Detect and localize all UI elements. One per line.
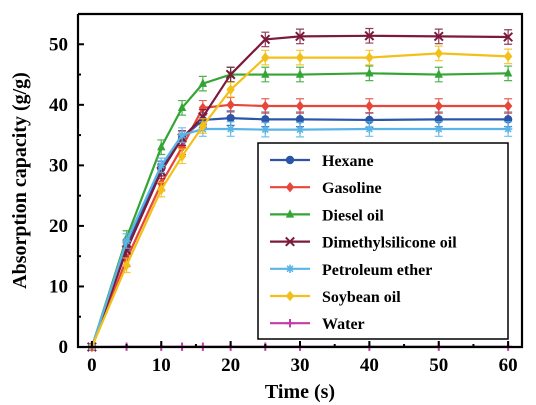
data-point <box>197 112 208 122</box>
y-tick-label: 10 <box>49 276 68 297</box>
x-tick-label: 0 <box>87 355 97 376</box>
data-point <box>434 69 443 78</box>
data-point <box>198 102 208 114</box>
data-point <box>260 34 271 45</box>
data-point <box>261 125 270 134</box>
data-point <box>261 115 270 124</box>
data-point <box>434 124 443 134</box>
data-point <box>177 142 187 153</box>
legend-label: Dimethylsilicone oil <box>322 235 457 252</box>
y-tick-label: 20 <box>49 216 68 237</box>
data-point <box>503 32 514 42</box>
x-tick-label: 30 <box>291 355 310 376</box>
data-point <box>434 100 443 112</box>
data-point <box>295 69 305 78</box>
legend-marker <box>285 155 295 165</box>
x-tick-label: 50 <box>429 355 448 376</box>
plot-frame <box>76 12 524 349</box>
data-point <box>226 124 235 134</box>
x-tick-label: 10 <box>152 355 171 376</box>
data-point <box>198 78 208 87</box>
data-point <box>157 161 166 170</box>
y-tick-label: 30 <box>49 155 68 176</box>
legend-label: Diesel oil <box>322 207 384 224</box>
legend-marker <box>285 264 295 273</box>
data-point <box>198 120 208 132</box>
x-tick-label: 20 <box>221 355 240 376</box>
legend-label: Soybean oil <box>322 289 401 306</box>
legend: Hexane Gasoline Diesel oil Dimethylsilicone… <box>257 142 509 340</box>
y-tick-label: 0 <box>59 337 69 358</box>
data-point <box>365 52 374 63</box>
legend-entry: Water <box>270 316 365 333</box>
legend-entry: Hexane <box>270 153 374 170</box>
data-point <box>433 31 444 42</box>
y-axis-title: Absorption capacity (g/g) <box>9 72 31 289</box>
legend-marker <box>285 209 295 218</box>
data-point <box>365 68 374 77</box>
data-point <box>503 68 513 77</box>
data-point <box>261 100 270 112</box>
legend-label: Hexane <box>322 153 374 170</box>
data-point <box>295 125 305 134</box>
data-point <box>226 99 235 111</box>
data-point <box>177 102 187 112</box>
data-point <box>122 236 131 246</box>
series-soybean-oil <box>87 45 513 353</box>
data-point <box>261 52 270 63</box>
data-point <box>365 124 374 134</box>
data-point <box>295 115 305 124</box>
data-point <box>503 124 513 134</box>
x-axis-title: Time (s) <box>265 381 335 403</box>
data-point <box>157 142 166 151</box>
legend-marker <box>285 319 295 328</box>
y-tick-label: 40 <box>49 95 68 116</box>
data-point <box>295 100 305 112</box>
legend-label: Petroleum ether <box>322 262 432 279</box>
data-point <box>365 100 374 112</box>
data-point <box>295 31 305 42</box>
data-point <box>261 69 270 78</box>
data-point <box>122 260 131 271</box>
data-point <box>177 130 187 140</box>
legend-marker <box>285 290 295 302</box>
axes: Time (s) Absorption capacity (g/g) 0 10 20… <box>9 12 524 403</box>
data-point <box>503 100 513 112</box>
data-point <box>157 184 166 195</box>
data-point <box>295 52 305 63</box>
data-point <box>364 30 375 41</box>
data-point <box>503 51 513 62</box>
legend-entry: Diesel oil <box>270 207 384 224</box>
data-point <box>177 151 187 162</box>
data-point <box>226 113 235 123</box>
legend-entry: Dimethylsilicone oil <box>270 235 457 252</box>
legend-marker <box>285 182 295 193</box>
legend-label: Water <box>322 316 365 333</box>
data-point <box>226 84 235 95</box>
x-tick-label: 60 <box>499 355 518 376</box>
data-point <box>225 69 236 80</box>
legend-marker <box>285 236 295 247</box>
legend-entry: Gasoline <box>270 180 382 197</box>
legend-label: Gasoline <box>322 180 382 197</box>
x-tick-label: 40 <box>360 355 379 376</box>
legend-entry: Soybean oil <box>270 289 401 306</box>
y-tick-label: 50 <box>49 34 68 55</box>
legend-entry: Petroleum ether <box>270 262 432 279</box>
data-point <box>434 48 443 59</box>
